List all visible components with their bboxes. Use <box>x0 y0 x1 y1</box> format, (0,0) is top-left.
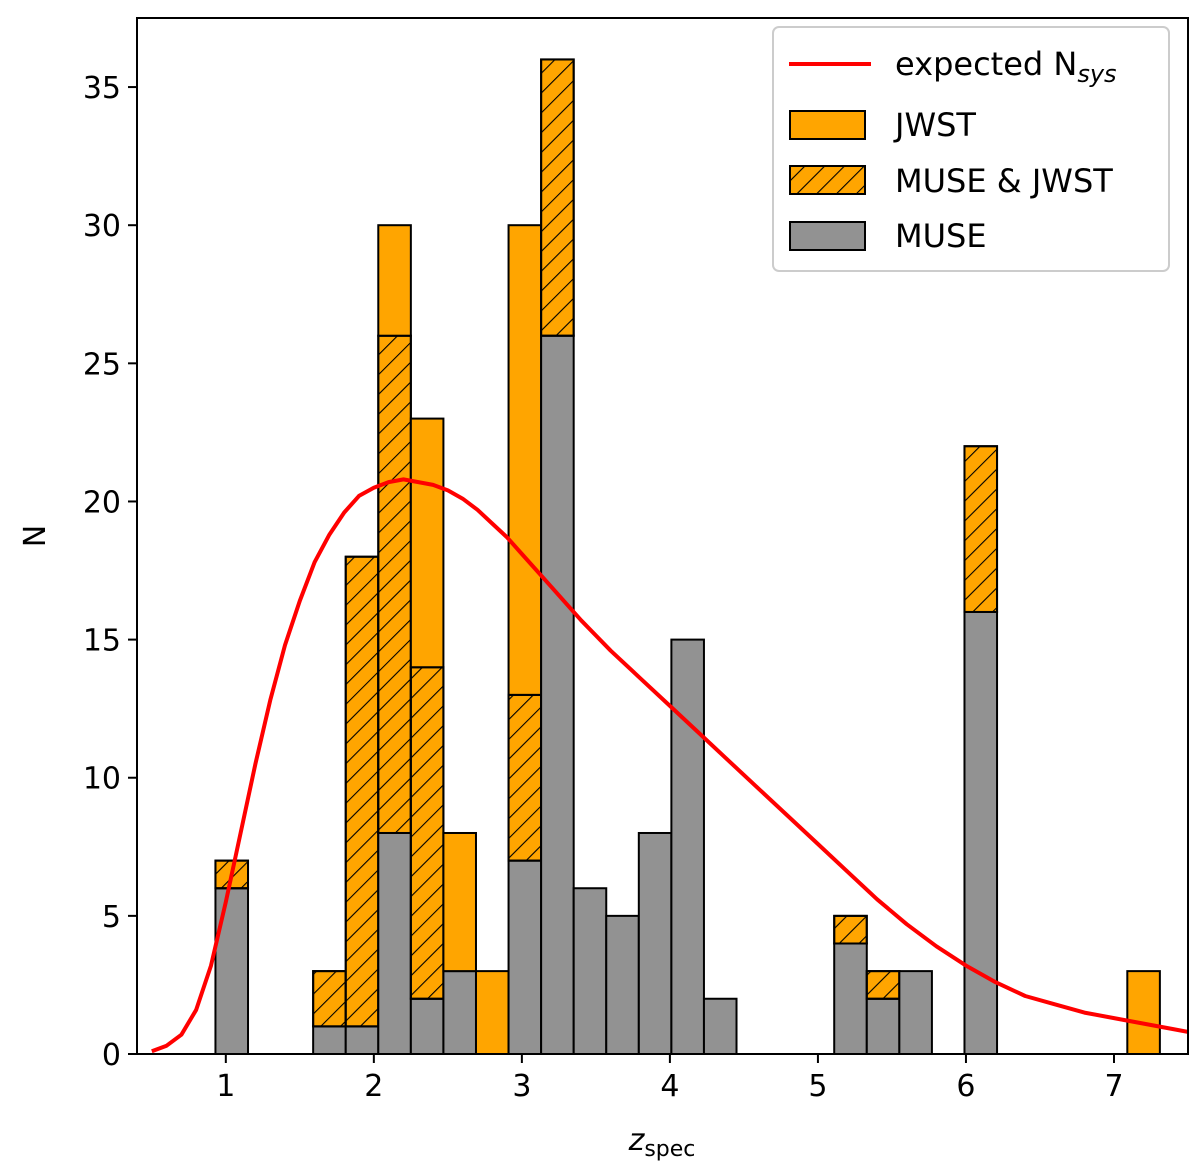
plot-area <box>136 17 1189 1056</box>
y-tick-label-15: 15 <box>83 624 121 659</box>
x-tick-label-5: 5 <box>808 1069 827 1104</box>
y-tick-label-10: 10 <box>83 762 121 797</box>
y-axis-label: N <box>18 525 53 547</box>
bar-muse-bin-1 <box>312 1025 347 1055</box>
bar-muse-jwst-bin-2-hatch <box>344 555 380 1028</box>
x-tick-label-4: 4 <box>660 1069 679 1104</box>
expected-curve <box>151 477 1188 1054</box>
y-tick-label-0: 0 <box>102 1038 121 1073</box>
bars-layer <box>214 58 1161 1056</box>
y-axis: 0 5 10 15 20 25 30 35 <box>83 71 137 1073</box>
bar-jwst-bin-4 <box>409 417 445 669</box>
y-tick-label-20: 20 <box>83 485 121 520</box>
x-axis-label: zspec <box>628 1123 696 1162</box>
legend-label-muse: MUSE <box>895 217 987 255</box>
bar-muse-bin-2 <box>344 1025 380 1055</box>
bar-jwst-bin-7 <box>507 224 543 696</box>
legend-box <box>772 26 1170 272</box>
x-tick-label-2: 2 <box>364 1069 383 1104</box>
y-tick-label-25: 25 <box>83 347 121 382</box>
bar-muse-jwst-bin-8-hatch <box>540 58 575 337</box>
bar-jwst-bin-5 <box>442 831 477 973</box>
bar-muse-bin-15 <box>865 997 901 1055</box>
bar-muse-bin-17 <box>963 610 999 1055</box>
bar-muse-jwst-bin-1-hatch <box>312 970 347 1028</box>
legend-label-jwst: JWST <box>893 106 976 144</box>
legend-label-muse-jwst: MUSE & JWST <box>895 162 1113 200</box>
bar-muse-bin-0 <box>214 887 250 1055</box>
x-tick-label-3: 3 <box>512 1069 531 1104</box>
y-tick-label-35: 35 <box>83 71 121 106</box>
curve-layer <box>151 477 1188 1054</box>
x-axis: 1 2 3 4 5 6 7 <box>216 1054 1124 1104</box>
bar-jwst-bin-3 <box>377 224 412 337</box>
bar-muse-bin-11 <box>637 831 673 1056</box>
x-tick-label-6: 6 <box>956 1069 975 1104</box>
legend-label-expected: expected Nsys <box>895 45 1117 88</box>
bar-muse-bin-9 <box>572 887 608 1055</box>
bar-muse-jwst-bin-3-hatch <box>377 334 412 834</box>
bar-muse-bin-4 <box>409 997 445 1055</box>
bar-muse-jwst-bin-14-hatch <box>833 914 868 945</box>
legend: expected Nsys JWST MUSE & JWST MUSE <box>772 26 1170 272</box>
bar-jwst-bin-6 <box>474 970 510 1055</box>
bar-muse-jwst-bin-4-hatch <box>409 666 445 1000</box>
bar-muse-jwst-bin-7-hatch <box>507 693 543 862</box>
bar-muse-bin-10 <box>605 914 640 1055</box>
legend-swatch-jwst <box>789 110 866 140</box>
x-tick-label-7: 7 <box>1104 1069 1123 1104</box>
x-tick-label-1: 1 <box>216 1069 235 1104</box>
bar-muse-jwst-bin-17-hatch <box>963 445 999 613</box>
y-tick-label-5: 5 <box>102 900 121 935</box>
bar-muse-bin-13 <box>702 997 738 1055</box>
bar-muse-bin-12 <box>670 638 705 1055</box>
legend-swatch-muse <box>789 221 866 251</box>
bar-muse-bin-7 <box>507 859 543 1056</box>
bar-muse-bin-3 <box>377 831 412 1056</box>
bar-muse-jwst-bin-15-hatch <box>865 970 901 1000</box>
bar-muse-bin-16 <box>898 970 933 1055</box>
bar-muse-bin-14 <box>833 942 868 1056</box>
bar-jwst-bin-18 <box>1126 970 1161 1055</box>
bar-muse-bin-5 <box>442 970 477 1055</box>
y-tick-label-30: 30 <box>83 209 121 244</box>
plot-frame <box>136 17 1189 1055</box>
legend-swatch-muse-jwst-hatch <box>789 165 866 195</box>
bar-muse-bin-8 <box>540 334 575 1055</box>
